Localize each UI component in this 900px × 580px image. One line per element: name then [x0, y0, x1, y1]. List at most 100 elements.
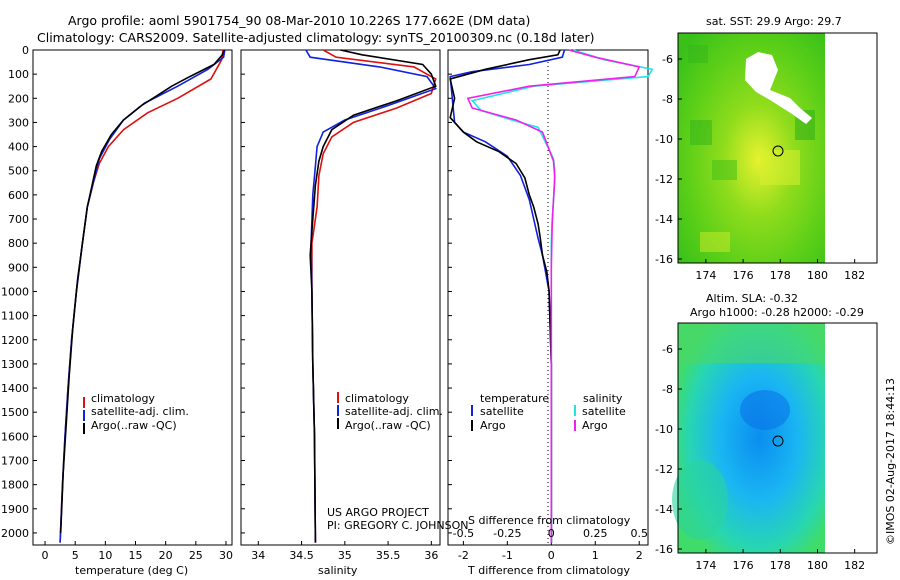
map-y-tick-label: -14	[655, 213, 673, 226]
y-tick-label: 1900	[1, 503, 29, 516]
sla-map-title: Altim. SLA: -0.32	[706, 292, 798, 305]
legend-t-satellite: satellite	[480, 405, 524, 418]
x-tick-label: 36	[424, 549, 438, 562]
temperature-panel: 0100200300400500600700800900100011001200…	[1, 44, 233, 577]
map-y-tick-label: -10	[655, 133, 673, 146]
y-tick-label: 100	[8, 68, 29, 81]
sst-cloud-gap	[745, 52, 812, 124]
y-tick-label: 1200	[1, 334, 29, 347]
x-tick-label: 5	[72, 549, 79, 562]
map-x-tick-label: 176	[733, 559, 754, 572]
y-tick-label: 1100	[1, 310, 29, 323]
map-y-tick-label: -8	[662, 383, 673, 396]
series-climatology	[59, 49, 224, 543]
salinity-xlabel: salinity	[318, 564, 358, 577]
map-x-tick-label: 178	[770, 269, 791, 282]
sla-map-axes	[677, 322, 878, 554]
map-y-tick-label: -6	[662, 53, 673, 66]
series-s-satellite	[470, 49, 654, 543]
sst-patch	[690, 120, 712, 145]
y-tick-label: 1800	[1, 479, 29, 492]
sst-map-panel: sat. SST: 29.9 Argo: 29.7 -6 -8 -10 -12 -14 -…	[655, 15, 878, 282]
sst-patch	[712, 160, 737, 180]
map-y-tick-label: -12	[655, 173, 673, 186]
map-x-tick-label: 174	[695, 269, 716, 282]
temperature-legend: climatology satellite-adj. clim. Argo(..…	[83, 392, 189, 434]
x-tick-label: 25	[189, 549, 203, 562]
map-y-tick-label: -16	[655, 253, 673, 266]
x-tick-label: -1	[502, 549, 513, 562]
sst-heatmap-texture	[688, 45, 815, 252]
y-tick-label: 400	[8, 141, 29, 154]
y-tick-label: 1400	[1, 382, 29, 395]
sla-patch	[678, 323, 825, 363]
sst-argo-marker	[772, 145, 784, 157]
y-tick-label: 1700	[1, 454, 29, 467]
sla-argo-marker	[772, 435, 784, 447]
header-line-1: Argo profile: aoml 5901754_90 08-Mar-201…	[68, 13, 530, 28]
x-tick-label: 34.5	[289, 549, 314, 562]
x-tick-label: 0	[548, 549, 555, 562]
map-x-tick-label: 182	[844, 559, 865, 572]
s-tick-label: -0.5	[453, 527, 474, 540]
map-y-tick-label: -6	[662, 343, 673, 356]
legend-t-argo: Argo	[480, 419, 506, 432]
series-argo	[309, 49, 437, 543]
series-t-satellite	[449, 49, 566, 543]
x-tick-label: 35.5	[376, 549, 401, 562]
series-argo	[59, 49, 225, 533]
series-satellite-adj.-clim.	[305, 49, 437, 543]
difference-xlabel-top: S difference from climatology	[468, 514, 631, 527]
sst-map-title: sat. SST: 29.9 Argo: 29.7	[706, 15, 842, 28]
y-tick-label: 0	[22, 44, 29, 57]
y-tick-label: 700	[8, 213, 29, 226]
y-tick-label: 800	[8, 237, 29, 250]
y-tick-label: 2000	[1, 527, 29, 540]
y-tick-label: 600	[8, 189, 29, 202]
series-satellite-adj.-clim.	[59, 49, 226, 543]
series-climatology	[311, 49, 437, 543]
sst-map-axes	[677, 32, 878, 264]
y-tick-label: 1600	[1, 430, 29, 443]
salinity-panel: 34 34.5 35 35.5 36 salinity climatology sate…	[240, 49, 468, 577]
series-t-argo	[449, 49, 561, 543]
sla-map-panel: Altim. SLA: -0.32 Argo h1000: -0.28 h200…	[655, 292, 878, 572]
y-tick-label: 1300	[1, 358, 29, 371]
legend-temperature-header: temperature	[480, 392, 549, 405]
sla-heatmap-texture	[672, 323, 825, 540]
sla-patch	[740, 390, 790, 430]
legend-satellite: satellite-adj. clim.	[91, 405, 189, 418]
x-tick-label: 1	[592, 549, 599, 562]
x-tick-label: 2	[636, 549, 643, 562]
difference-legend: temperature salinity satellite Argo sate…	[471, 392, 626, 432]
credit-project: US ARGO PROJECT	[327, 506, 429, 519]
x-tick-label: 35	[338, 549, 352, 562]
legend-climatology: climatology	[345, 392, 409, 405]
imos-stamp: ©IMOS 02-Aug-2017 18:44:13	[884, 378, 897, 545]
s-tick-label: 0.5	[630, 527, 648, 540]
s-tick-label: -0.25	[493, 527, 521, 540]
map-y-tick-label: -14	[655, 503, 673, 516]
map-y-tick-label: -8	[662, 93, 673, 106]
sst-patch	[688, 45, 708, 63]
map-x-tick-label: 180	[807, 559, 828, 572]
x-tick-label: -2	[458, 549, 469, 562]
sla-no-data	[825, 323, 877, 553]
map-y-tick-label: -12	[655, 463, 673, 476]
map-x-tick-label: 178	[770, 559, 791, 572]
map-y-tick-label: -16	[655, 543, 673, 556]
sst-patch	[700, 232, 730, 252]
map-x-tick-label: 174	[695, 559, 716, 572]
difference-xlabel: T difference from climatology	[467, 564, 630, 577]
x-tick-label: 10	[98, 549, 112, 562]
y-tick-label: 1000	[1, 285, 29, 298]
map-x-tick-label: 176	[733, 269, 754, 282]
legend-s-argo: Argo	[582, 419, 608, 432]
header-line-2: Climatology: CARS2009. Satellite-adjuste…	[37, 30, 594, 45]
s-tick-label: 0.25	[583, 527, 608, 540]
map-y-tick-label: -10	[655, 423, 673, 436]
legend-climatology: climatology	[91, 392, 155, 405]
salinity-legend: climatology satellite-adj. clim. Argo(..…	[337, 392, 443, 432]
y-tick-label: 900	[8, 261, 29, 274]
